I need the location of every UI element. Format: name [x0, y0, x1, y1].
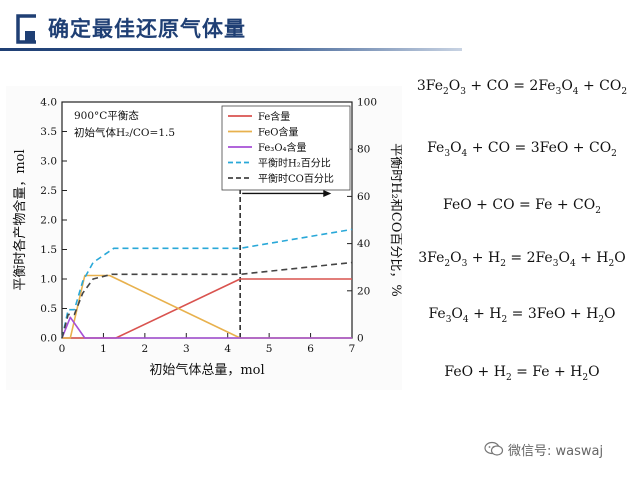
trend-arrow-head [323, 189, 332, 197]
equation-text: O [604, 306, 616, 322]
equation-text: + H [575, 250, 609, 266]
equation-2: Fe3O4 + CO = 3FeO + CO2 [404, 140, 640, 159]
equation-subscript: 2 [500, 258, 506, 269]
equation-text: O [450, 250, 462, 266]
equation-text: = Fe + H [511, 364, 583, 380]
legend-box [221, 105, 351, 191]
equation-1: 3Fe2O3 + CO = 2Fe3O4 + CO2 [404, 78, 640, 97]
equation-5: Fe3O4 + H2 = 3FeO + H2O [404, 306, 640, 325]
watermark-text: 微信号: waswaj [508, 444, 604, 459]
y-tick-label: 0.0 [40, 333, 57, 345]
equation-subscript: 2 [608, 258, 615, 269]
y-tick-label: 2.5 [40, 185, 57, 197]
y2-axis-label: 平衡时H₂和CO百分比，% [388, 143, 402, 297]
series-line-4 [61, 228, 353, 339]
equation-subscript: 2 [443, 86, 449, 97]
equation-text: O [614, 250, 626, 266]
title-divider [0, 48, 462, 51]
y-axis-label: 平衡时各产物含量，mol [12, 149, 28, 290]
y-tick-label: 3.0 [40, 156, 57, 168]
x-tick-label: 7 [349, 343, 356, 355]
y2-tick-label: 20 [357, 285, 370, 297]
x-tick-label: 6 [307, 343, 314, 355]
x-tick-label: 4 [224, 343, 231, 355]
y2-tick-label: 100 [357, 97, 377, 109]
equation-subscript: 3 [555, 86, 562, 97]
equation-text: Fe [428, 306, 446, 322]
y-tick-label: 4.0 [40, 97, 57, 109]
y-tick-label: 1.5 [40, 244, 57, 256]
chart-panel: 0 1 2 3 4 5 6 7 0.0 0.5 1.0 1.5 2.0 2.5 3.0 3.5 4.0 0 20 40… [6, 86, 403, 390]
x-axis-label: 初始气体总量，mol [149, 362, 264, 378]
y-tick-label: 2.0 [40, 215, 57, 227]
equation-3: FeO + CO = Fe + CO2 [404, 197, 640, 216]
y2-tick-label: 40 [357, 238, 370, 250]
equation-text: O [561, 78, 573, 94]
equation-text: 3Fe [418, 250, 445, 266]
equation-subscript: 4 [461, 148, 468, 159]
equation-subscript: 2 [501, 314, 508, 325]
page-title: 确定最佳还原气体量 [48, 17, 246, 41]
equation-text: O [451, 306, 463, 322]
equation-text: + H [467, 250, 501, 266]
equation-subscript: 2 [595, 205, 601, 216]
x-tick-label: 5 [266, 343, 273, 355]
equation-subscript: 3 [444, 148, 451, 159]
x-tick-label: 3 [183, 343, 190, 355]
equilibrium-chart: 0 1 2 3 4 5 6 7 0.0 0.5 1.0 1.5 2.0 2.5 3.0 3.5 4.0 0 20 40… [12, 97, 403, 379]
y-tick-label: 3.5 [40, 126, 57, 138]
equation-text: O [448, 78, 461, 94]
equation-4: 3Fe2O3 + H2 = 2Fe3O4 + H2O [404, 250, 640, 269]
legend-label-5: 平衡时CO百分比 [258, 173, 334, 185]
equation-subscript: 2 [505, 372, 512, 383]
equation-subscript: 2 [611, 148, 617, 159]
equation-subscript: 3 [461, 258, 468, 269]
equation-text: FeO + CO = Fe + CO [443, 197, 596, 213]
equation-text: FeO + H [444, 364, 506, 380]
equation-text: O [450, 140, 462, 156]
equation-text: + H [468, 306, 502, 322]
y2-tick-label: 60 [357, 191, 370, 203]
equation-subscript: 4 [462, 314, 469, 325]
x-tick-label: 2 [142, 343, 149, 355]
y-tick-label: 1.0 [40, 274, 57, 286]
legend-label-3: Fe₃O₄含量 [258, 141, 307, 154]
legend-label-4: 平衡时H₂百分比 [258, 157, 331, 169]
series-line-3 [61, 316, 352, 339]
equation-subscript: 2 [621, 86, 628, 97]
equation-subscript: 3 [552, 258, 559, 269]
title-bracket-icon [16, 14, 36, 44]
y-tick-label: 0.5 [40, 303, 57, 315]
legend-label-2: FeO含量 [258, 125, 299, 138]
chart-annotation-temperature: 900°C平衡态 [74, 109, 139, 122]
equation-subscript: 3 [460, 86, 466, 97]
legend-label-1: Fe含量 [258, 110, 290, 123]
wechat-icon [484, 441, 504, 456]
equation-subscript: 2 [444, 258, 451, 269]
x-tick-label: 0 [59, 343, 66, 355]
equation-text: + CO = 3FeO + CO [467, 140, 612, 156]
equation-subscript: 4 [572, 86, 579, 97]
equation-subscript: 3 [445, 314, 452, 325]
chart-annotation-gas-ratio: 初始气体H₂/CO=1.5 [74, 126, 175, 139]
equation-text: O [558, 250, 570, 266]
equation-text: Fe [427, 140, 445, 156]
equation-text: 3Fe [416, 78, 444, 94]
series-line-5 [61, 261, 353, 339]
equation-6: FeO + H2 = Fe + H2O [404, 364, 640, 383]
equation-text: O [588, 364, 600, 380]
y2-tick-label: 80 [357, 144, 370, 156]
equation-subscript: 2 [582, 372, 589, 383]
equation-subscript: 4 [569, 258, 576, 269]
x-tick-label: 1 [100, 343, 107, 355]
equation-subscript: 2 [598, 314, 605, 325]
equation-text: + CO [578, 78, 622, 94]
y2-tick-label: 0 [357, 333, 364, 345]
equation-text: + CO = 2Fe [465, 78, 556, 94]
equation-text: = 2Fe [505, 250, 553, 266]
equation-text: = 3FeO + H [507, 306, 599, 322]
